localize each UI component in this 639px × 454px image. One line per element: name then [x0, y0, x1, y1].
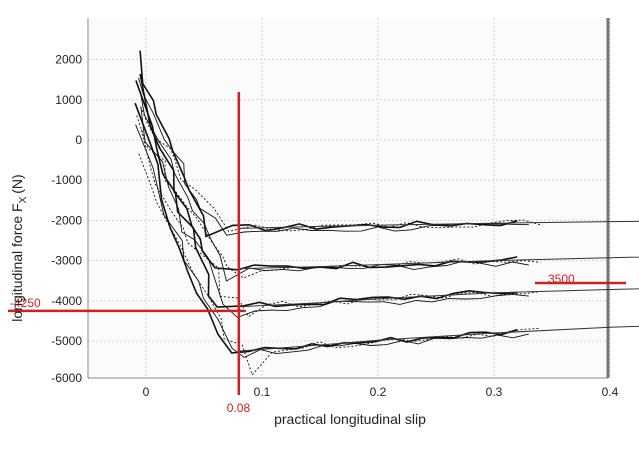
- x-tick-labels: 00.10.20.30.40.50.60.7: [143, 385, 619, 399]
- measured-trace-4000n: [140, 129, 541, 318]
- y-axis-label: longitudinal force FX (N): [9, 174, 29, 321]
- y-tick-label: 0: [75, 133, 82, 147]
- y-tick-label: -4000: [51, 294, 82, 308]
- x-axis-label: practical longitudinal slip: [274, 411, 426, 427]
- y-tick-label: 1000: [55, 93, 82, 107]
- measured-trace-3000n: [139, 73, 518, 271]
- measured-trace-2000n: [140, 106, 541, 232]
- x-tick-label: 0: [143, 385, 150, 399]
- x-tick-label: 0.1: [254, 385, 271, 399]
- measured-trace-3000n: [140, 92, 529, 282]
- measured-data-traces: [134, 50, 541, 376]
- series-line-5500n: [238, 325, 639, 352]
- y-tick-label: -2000: [51, 213, 82, 227]
- x-tick-label: 0.3: [486, 385, 503, 399]
- measured-trace-5500n: [138, 153, 541, 376]
- series-line-3000n: [238, 256, 639, 270]
- annotation-label-force: -4250: [10, 296, 41, 310]
- series-line-4000n: [238, 288, 639, 308]
- measured-trace-5500n: [135, 124, 529, 358]
- y-tick-label: -1000: [51, 173, 82, 187]
- y-axis-label-main: longitudinal force F: [9, 203, 25, 321]
- y-axis-label-sub: X: [18, 196, 29, 203]
- measured-trace-4000n: [140, 106, 529, 318]
- series-line-2000n: [238, 220, 639, 229]
- y-tick-label: -5000: [51, 334, 82, 348]
- annotation-label-right: 3500: [548, 272, 575, 286]
- y-tick-labels: 2000 1000 0 -1000 -2000 -3000 -4000 -5000 -6000: [51, 53, 82, 385]
- annotation-label-slip: 0.08: [227, 401, 251, 415]
- y-axis-label-unit: (N): [9, 174, 25, 193]
- series-lines: [238, 220, 639, 352]
- annotations: -4250 0.08 3500: [8, 92, 626, 415]
- measured-trace-5500n: [134, 102, 518, 354]
- y-tick-label: -3000: [51, 254, 82, 268]
- x-tick-label: 0.2: [370, 385, 387, 399]
- x-tick-label: 0.4: [602, 385, 619, 399]
- plot-frame: [88, 18, 608, 378]
- y-tick-label: 2000: [55, 53, 82, 67]
- y-tick-label: -6000: [51, 371, 82, 385]
- axes: [87, 18, 610, 379]
